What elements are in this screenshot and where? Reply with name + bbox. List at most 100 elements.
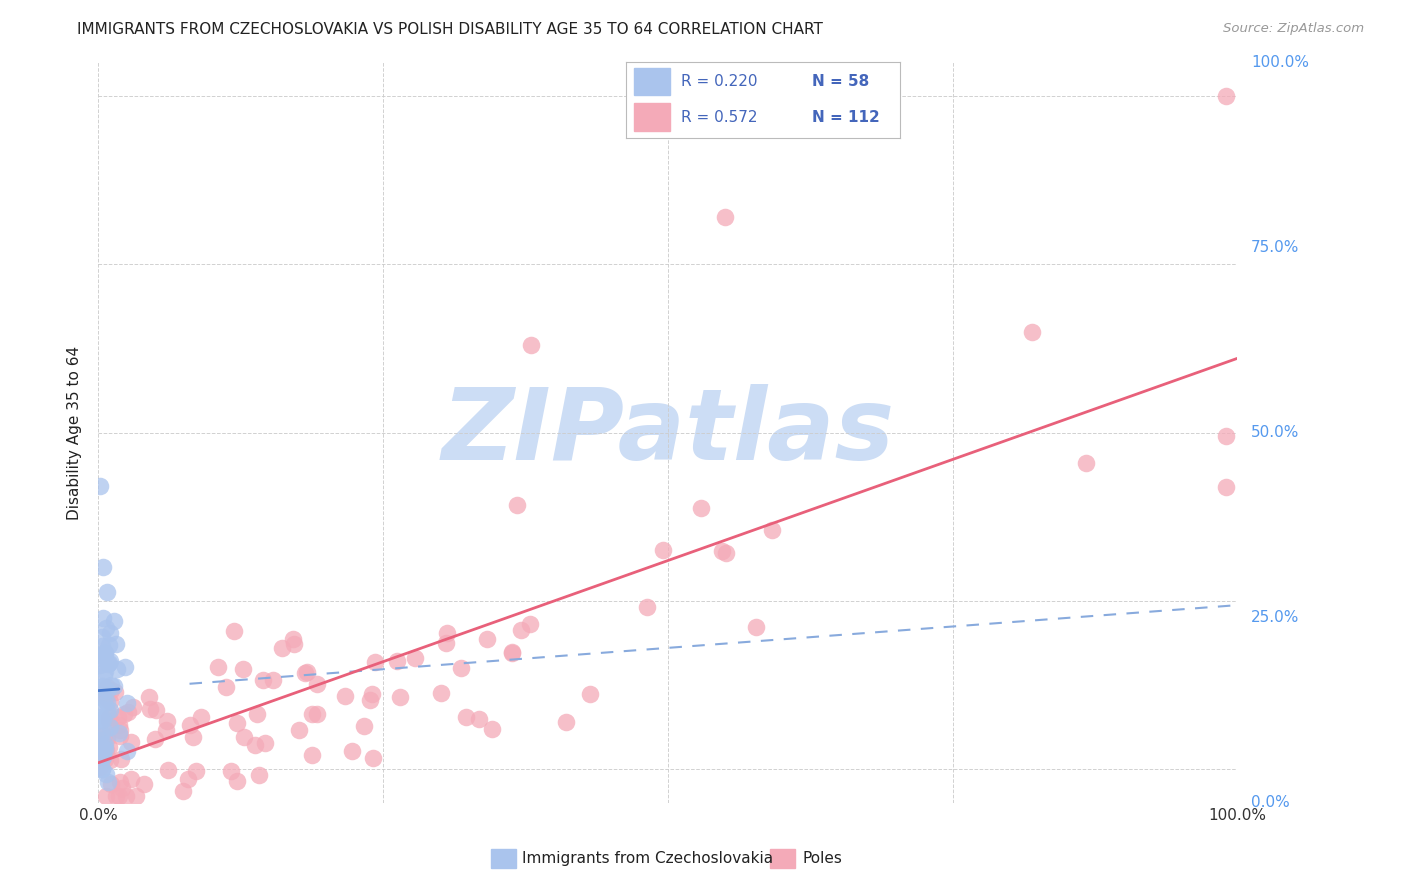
Point [91, 640, 114, 654]
Point [519, 616, 541, 631]
Point [108, 775, 131, 789]
Point [139, 702, 162, 716]
Text: IMMIGRANTS FROM CZECHOSLOVAKIA VS POLISH DISABILITY AGE 35 TO 64 CORRELATION CHA: IMMIGRANTS FROM CZECHOSLOVAKIA VS POLISH… [77, 22, 823, 37]
Point [114, 789, 136, 803]
Point [93, 652, 115, 666]
Point [98, 753, 121, 767]
Point [761, 523, 783, 537]
Point [745, 620, 768, 634]
Point [404, 651, 426, 665]
Text: Poles: Poles [803, 851, 842, 866]
Point [111, 781, 134, 796]
Point [97, 638, 120, 652]
Point [108, 789, 131, 803]
Text: Source: ZipAtlas.com: Source: ZipAtlas.com [1223, 22, 1364, 36]
Point [436, 635, 458, 649]
Point [96, 696, 118, 710]
Point [112, 706, 135, 721]
Point [177, 772, 200, 786]
Point [90, 690, 112, 705]
Point [90, 714, 112, 728]
Point [89, 713, 111, 727]
Point [388, 690, 411, 705]
Point [100, 777, 122, 791]
Point [501, 646, 523, 660]
Point [93, 724, 115, 739]
Point [714, 211, 737, 225]
Point [89, 760, 111, 774]
Point [108, 723, 131, 737]
Point [353, 719, 375, 733]
Point [89, 479, 111, 493]
Point [281, 632, 304, 647]
Point [97, 656, 120, 670]
Point [555, 714, 578, 729]
Point [96, 691, 118, 706]
Point [89, 732, 111, 747]
Point [94, 789, 117, 803]
Point [89, 754, 111, 768]
Y-axis label: Disability Age 35 to 64: Disability Age 35 to 64 [67, 345, 83, 520]
Point [115, 696, 138, 710]
Text: 75.0%: 75.0% [1251, 240, 1299, 255]
Point [232, 662, 254, 676]
Point [190, 709, 212, 723]
Point [636, 599, 658, 614]
Point [364, 656, 387, 670]
Text: N = 112: N = 112 [813, 110, 880, 125]
Point [436, 626, 458, 640]
Bar [491, 849, 516, 868]
Point [132, 777, 155, 791]
Point [184, 764, 207, 779]
Point [510, 623, 533, 637]
Point [225, 715, 247, 730]
Point [103, 680, 125, 694]
Point [94, 743, 117, 757]
Point [91, 560, 114, 574]
Point [520, 338, 543, 352]
Point [138, 690, 160, 705]
Point [94, 767, 117, 781]
Point [222, 624, 245, 639]
Point [93, 648, 115, 663]
Point [98, 695, 121, 709]
Point [652, 543, 675, 558]
Point [91, 750, 114, 764]
Point [91, 679, 114, 693]
Point [288, 723, 311, 737]
Point [1215, 480, 1237, 494]
Point [104, 789, 127, 803]
Point [307, 707, 329, 722]
Point [301, 706, 323, 721]
Point [283, 637, 305, 651]
Point [96, 704, 118, 718]
Point [93, 668, 115, 682]
Bar [634, 68, 669, 95]
Point [219, 764, 242, 778]
Point [450, 661, 472, 675]
Point [297, 665, 319, 680]
Point [91, 646, 114, 660]
Point [179, 718, 201, 732]
Point [243, 738, 266, 752]
Point [89, 658, 111, 673]
Point [90, 726, 112, 740]
Point [103, 614, 125, 628]
Point [94, 621, 117, 635]
Point [108, 717, 131, 731]
Point [253, 736, 276, 750]
Point [93, 693, 115, 707]
Point [97, 709, 120, 723]
Point [579, 687, 602, 701]
Text: 0.0%: 0.0% [1251, 796, 1289, 810]
Point [98, 703, 121, 717]
Point [307, 677, 329, 691]
Point [94, 646, 117, 660]
Point [120, 772, 142, 786]
Point [94, 664, 117, 678]
Point [247, 768, 270, 782]
Point [454, 710, 477, 724]
Point [96, 657, 118, 672]
Point [96, 680, 118, 694]
Point [93, 742, 115, 756]
